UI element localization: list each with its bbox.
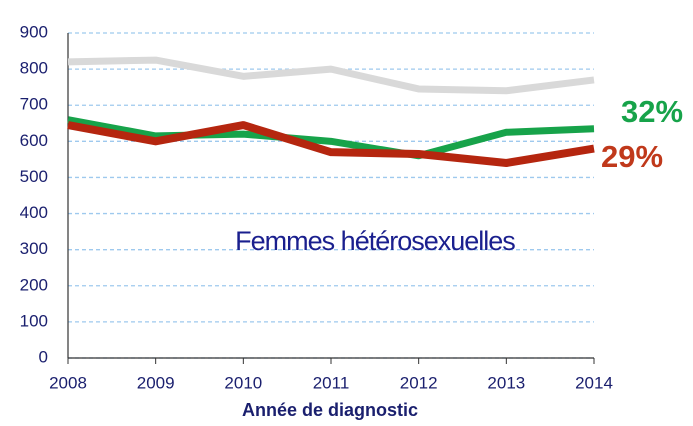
y-tick-label: 200: [20, 275, 48, 294]
annotation: 32%: [621, 94, 683, 129]
x-tick-label: 2009: [137, 373, 175, 392]
x-tick-label: 2010: [224, 373, 262, 392]
y-tick-label: 600: [20, 131, 48, 150]
x-tick-label: 2008: [49, 373, 87, 392]
x-axis-title: Année de diagnostic: [242, 400, 418, 420]
series-line: [67, 56, 595, 95]
y-tick-label: 500: [20, 167, 48, 186]
y-tick-label: 300: [20, 239, 48, 258]
x-tick-label: 2014: [575, 373, 613, 392]
y-tick-label: 900: [20, 22, 48, 41]
y-tick-label: 0: [39, 347, 48, 366]
x-tick-label: 2013: [487, 373, 525, 392]
y-tick-label: 400: [20, 203, 48, 222]
x-tick-label: 2011: [313, 373, 350, 392]
series-line: [67, 116, 595, 160]
y-tick-label: 800: [20, 59, 48, 78]
y-tick-label: 700: [20, 95, 48, 114]
series-line: [67, 121, 595, 167]
x-tick-label: 2012: [400, 373, 438, 392]
annotation: 29%: [601, 139, 663, 174]
annotation: Femmes hétérosexuelles: [235, 226, 515, 256]
y-tick-label: 100: [20, 311, 48, 330]
